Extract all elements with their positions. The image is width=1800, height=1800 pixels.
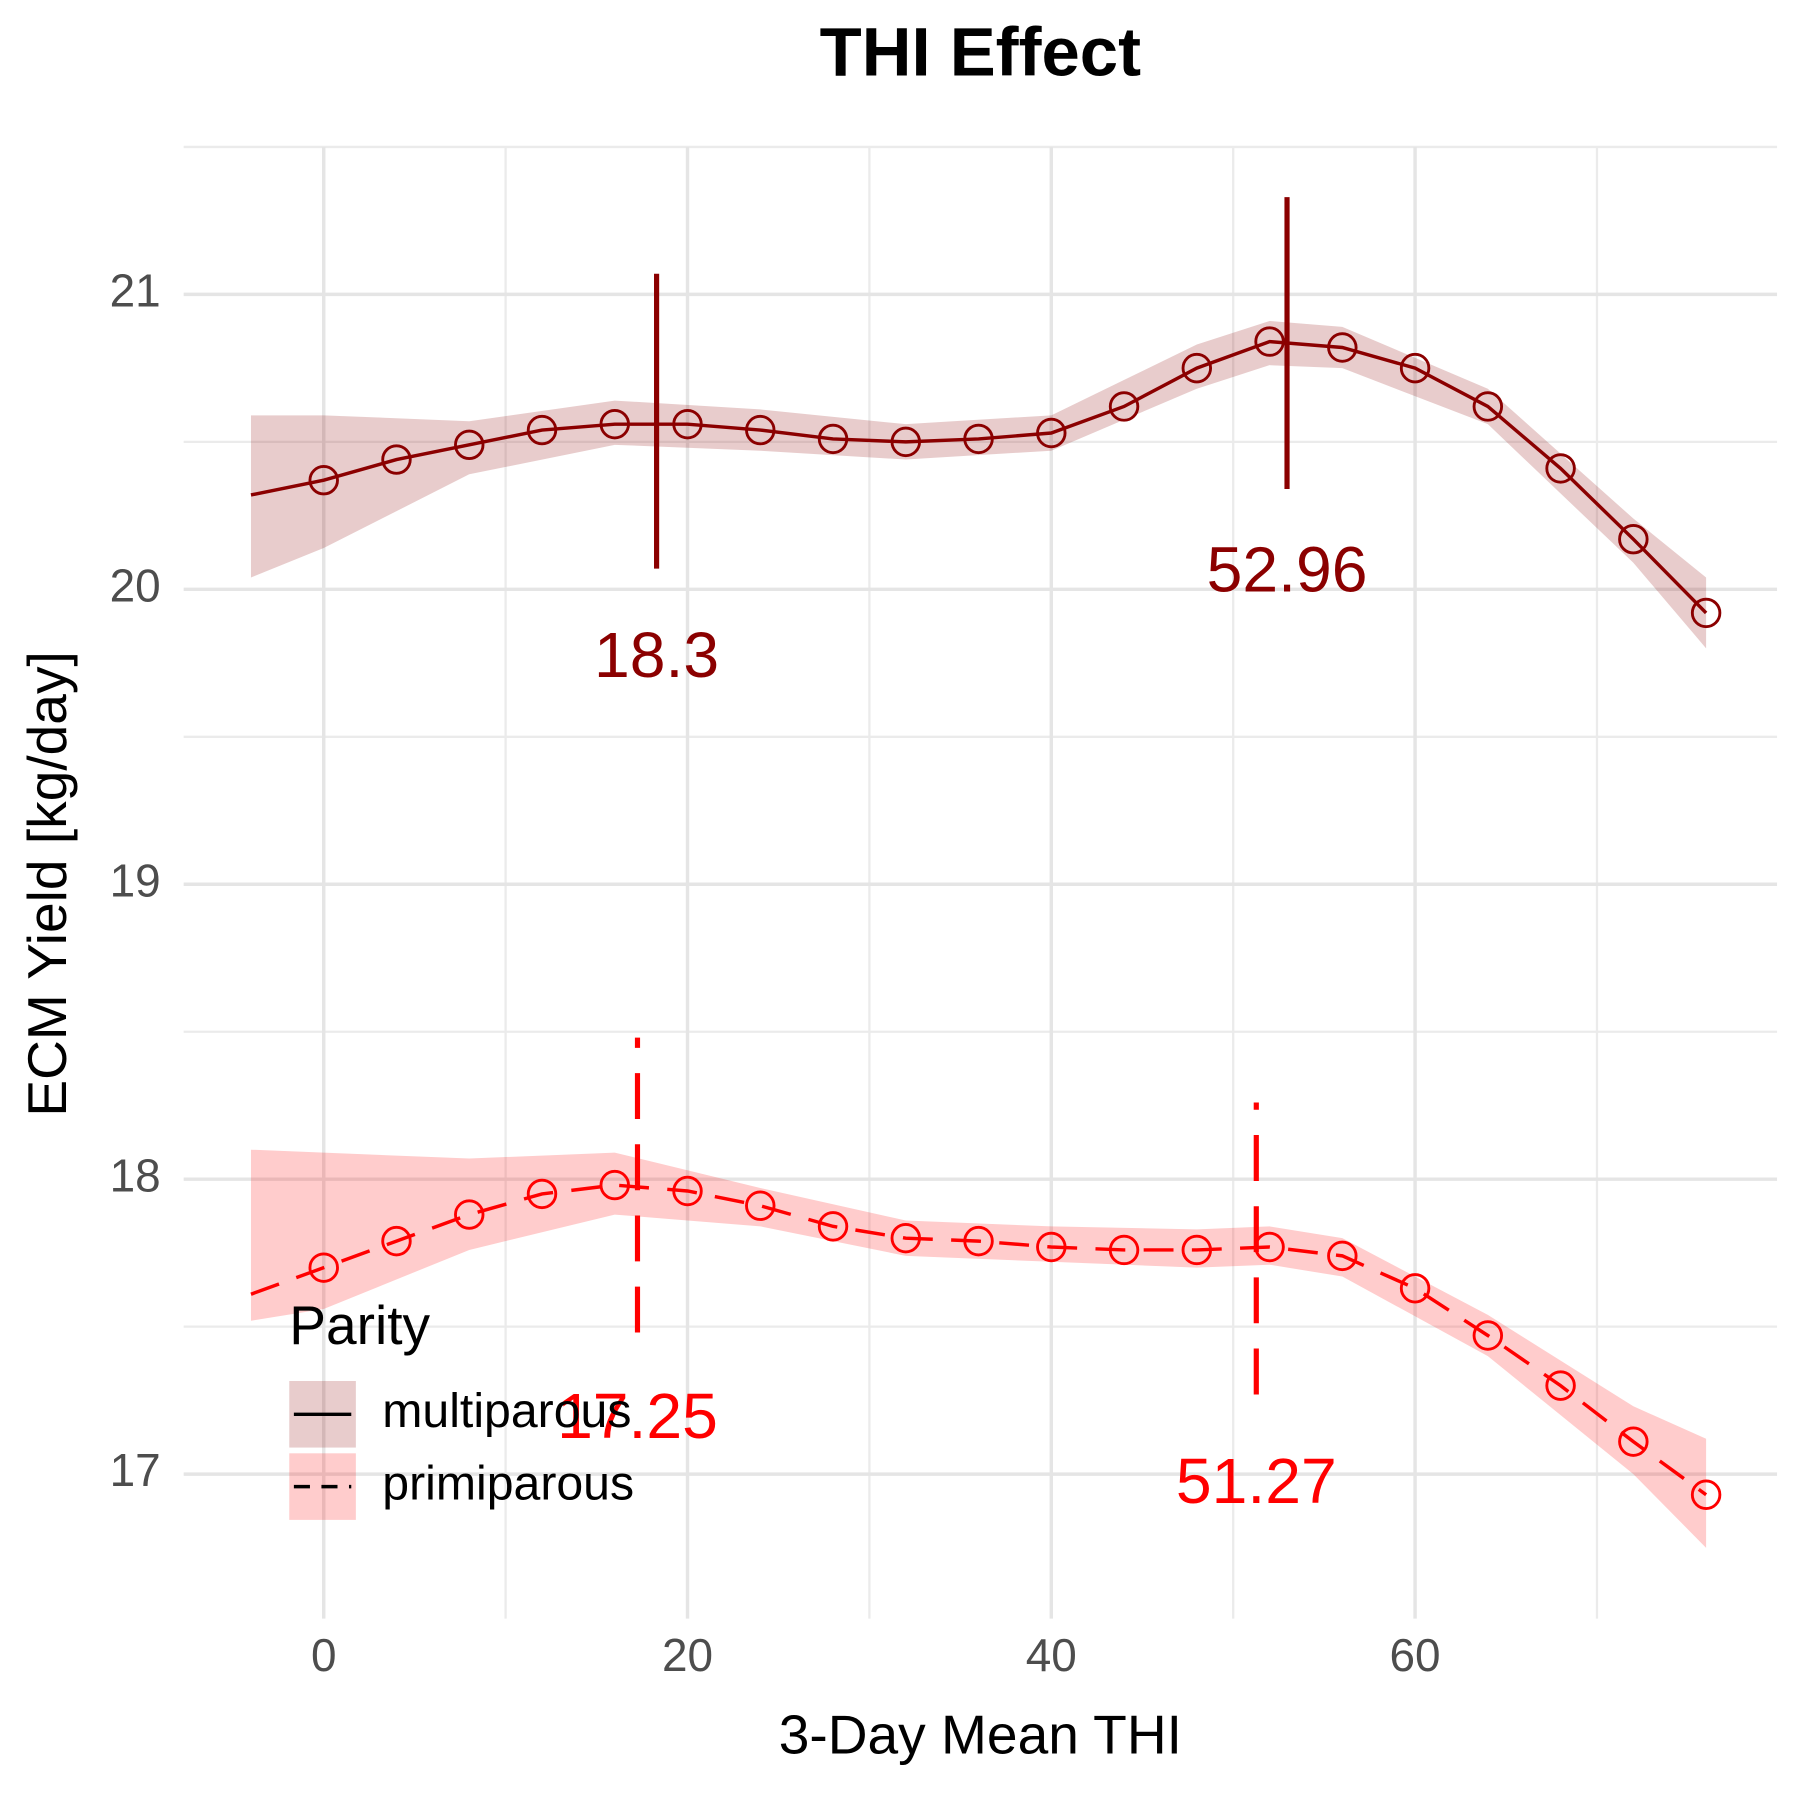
- point: [1690, 597, 1722, 629]
- point: [599, 408, 630, 440]
- point: [1545, 1370, 1576, 1401]
- point: [890, 426, 921, 458]
- legend-label: primiparous: [382, 1456, 634, 1510]
- point: [963, 1225, 994, 1257]
- point: [1327, 1240, 1358, 1272]
- x-tick-label: 60: [1390, 1629, 1441, 1681]
- point: [1472, 391, 1504, 422]
- point: [672, 408, 703, 440]
- confidence-ribbon: [250, 320, 1707, 649]
- point: [1108, 1234, 1140, 1266]
- y-tick-label: 17: [110, 1444, 161, 1496]
- y-tick-label: 21: [110, 265, 161, 317]
- y-tick-label: 20: [110, 559, 161, 611]
- ribbons: [250, 320, 1707, 1548]
- point: [1254, 326, 1285, 357]
- point: [526, 1178, 558, 1210]
- fit-line: [250, 1183, 1708, 1497]
- grid: 0 20 40 60 17 18 19 20 21: [110, 145, 1778, 1681]
- point: [1618, 523, 1649, 555]
- chart-title: THI Effect: [820, 14, 1141, 91]
- legend-label: multiparous: [382, 1384, 631, 1438]
- point: [308, 1252, 339, 1283]
- point: [1036, 1231, 1067, 1263]
- point: [454, 429, 485, 461]
- point: [526, 414, 558, 446]
- x-axis-title: 3-Day Mean THI: [779, 1704, 1182, 1766]
- point: [817, 1211, 849, 1242]
- y-tick-label: 19: [110, 854, 161, 906]
- point: [1181, 1234, 1213, 1266]
- point: [817, 423, 849, 455]
- x-tick-label: 20: [662, 1629, 713, 1681]
- point: [454, 1199, 485, 1230]
- x-tick-label: 0: [311, 1629, 337, 1681]
- point: [1108, 391, 1140, 422]
- peak-label: 18.3: [594, 619, 719, 691]
- peak-label: 52.96: [1207, 534, 1368, 606]
- point: [1545, 453, 1576, 484]
- fit-line: [250, 339, 1708, 615]
- peak-label: 17.25: [557, 1380, 718, 1452]
- point: [1399, 352, 1431, 384]
- point: [308, 464, 339, 496]
- x-tick-label: 40: [1026, 1629, 1077, 1681]
- annotations: 18.3 52.96 17.25 51.27: [557, 197, 1367, 1517]
- point: [745, 414, 776, 446]
- point: [1690, 1479, 1722, 1510]
- point: [1036, 417, 1067, 449]
- point: [745, 1190, 776, 1221]
- point: [1181, 352, 1213, 384]
- legend: Parity multiparous primiparous: [289, 1294, 634, 1520]
- point: [1472, 1320, 1504, 1351]
- point: [890, 1222, 921, 1254]
- lines: [250, 326, 1722, 1510]
- y-tick-label: 18: [110, 1149, 161, 1201]
- point: [1399, 1273, 1431, 1304]
- point: [381, 444, 412, 475]
- point: [963, 423, 994, 455]
- point: [381, 1225, 412, 1257]
- point: [672, 1175, 703, 1207]
- point: [1327, 332, 1358, 363]
- point: [1618, 1426, 1649, 1457]
- peak-label: 51.27: [1176, 1445, 1337, 1517]
- legend-title: Parity: [289, 1294, 430, 1356]
- confidence-ribbon: [250, 1149, 1707, 1548]
- point: [599, 1169, 630, 1201]
- y-axis-title: ECM Yield [kg/day]: [16, 651, 78, 1116]
